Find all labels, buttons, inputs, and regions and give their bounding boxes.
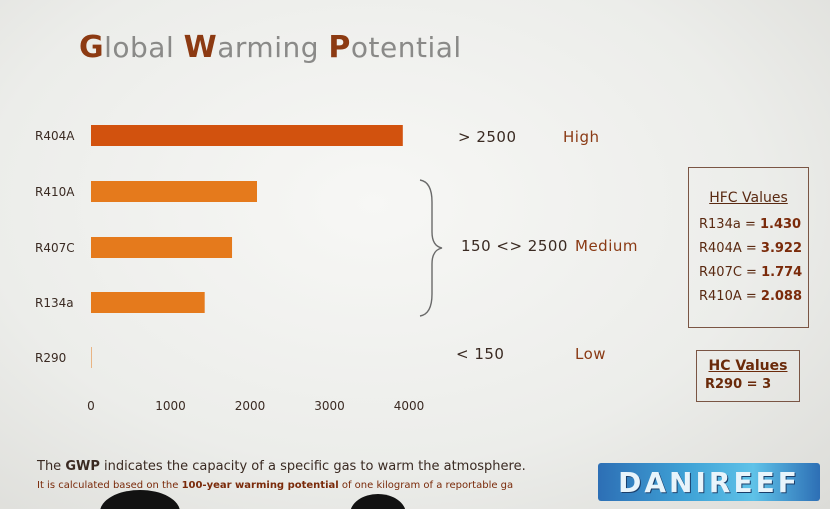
medium-label: Medium bbox=[575, 237, 638, 255]
watermark-logo: DANIREEF bbox=[598, 463, 820, 501]
x-tick-label: 2000 bbox=[235, 399, 266, 413]
category-label: R134a bbox=[35, 296, 74, 310]
footer-line-1: The GWP indicates the capacity of a spec… bbox=[37, 459, 526, 474]
category-label: R404A bbox=[35, 129, 75, 143]
audience-head bbox=[350, 494, 406, 509]
bar bbox=[91, 125, 403, 146]
bar bbox=[91, 347, 92, 368]
audience-head bbox=[100, 490, 180, 509]
low-label: Low bbox=[575, 345, 607, 363]
low-range: < 150 bbox=[456, 345, 505, 363]
x-tick-label: 1000 bbox=[155, 399, 186, 413]
page-title: Global Warming Potential bbox=[79, 30, 462, 65]
hfc-row: R134a = 1.430 bbox=[699, 217, 802, 232]
bar bbox=[91, 181, 257, 202]
x-tick-label: 4000 bbox=[394, 399, 425, 413]
bar bbox=[91, 292, 205, 313]
hfc-values-box: HFC Values R134a = 1.430 R404A = 3.922 R… bbox=[688, 167, 809, 328]
hfc-values-heading: HFC Values bbox=[709, 190, 788, 206]
hfc-row: R410A = 2.088 bbox=[699, 289, 803, 304]
category-label: R407C bbox=[35, 241, 75, 255]
hfc-row: R404A = 3.922 bbox=[699, 241, 803, 256]
hfc-row: R407C = 1.774 bbox=[699, 265, 803, 280]
curly-brace-icon bbox=[419, 179, 443, 317]
hc-value: R290 = 3 bbox=[705, 377, 772, 392]
category-label: R410A bbox=[35, 185, 75, 199]
bar bbox=[91, 237, 233, 258]
high-range: > 2500 bbox=[458, 128, 517, 146]
category-label: R290 bbox=[35, 351, 66, 365]
hc-values-box: HC Values R290 = 3 bbox=[696, 350, 800, 402]
high-label: High bbox=[563, 128, 600, 146]
x-tick-label: 0 bbox=[87, 399, 95, 413]
footer-line-2: It is calculated based on the 100-year w… bbox=[37, 480, 514, 491]
x-tick-label: 3000 bbox=[314, 399, 345, 413]
hc-values-heading: HC Values bbox=[708, 358, 788, 374]
medium-range: 150 <> 2500 bbox=[461, 237, 568, 255]
